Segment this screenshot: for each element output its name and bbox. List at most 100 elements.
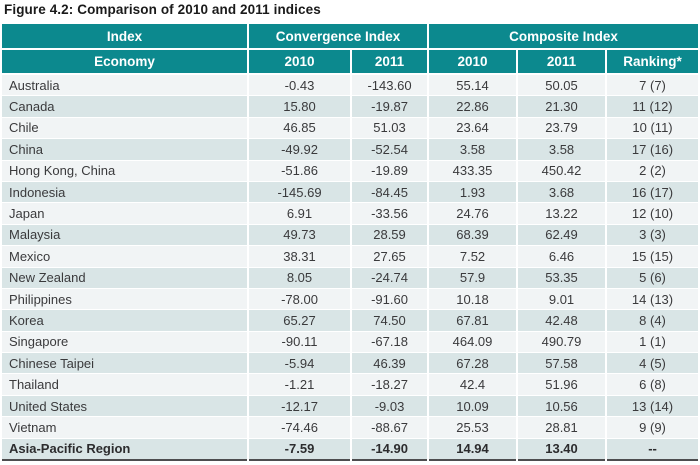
economy-cell: Korea <box>2 309 249 332</box>
conv_2011-cell: -88.67 <box>351 416 430 439</box>
table-row: Japan 6.91 -33.56 24.76 13.22 12 (10) <box>2 202 699 225</box>
conv_2010-cell: 15.80 <box>248 95 352 118</box>
comp_2011-cell: 23.79 <box>517 117 608 140</box>
comp_2011-cell: 53.35 <box>517 267 608 289</box>
table-row: New Zealand 8.05 -24.74 57.9 53.35 5 (6) <box>2 267 699 289</box>
conv_2010-cell: -145.69 <box>248 181 352 204</box>
conv_2011-cell: 27.65 <box>351 245 430 268</box>
conv_2011-cell: -9.03 <box>351 395 430 418</box>
comp_2011-cell: 50.05 <box>517 74 608 97</box>
ranking-cell: 7 (7) <box>606 74 699 97</box>
conv_2010-cell: 65.27 <box>248 309 352 332</box>
table-row: United States -12.17 -9.03 10.09 10.56 13 (14… <box>2 395 699 418</box>
col-header-composite-2011: 2011 <box>517 49 608 75</box>
table-row: Vietnam -74.46 -88.67 25.53 28.81 9 (9) <box>2 416 699 439</box>
comp_2010-cell: 22.86 <box>428 95 519 118</box>
economy-cell: China <box>2 138 249 161</box>
table-row: Chinese Taipei -5.94 46.39 67.28 57.58 4 (5) <box>2 352 699 375</box>
comp_2011-cell: 28.81 <box>517 416 608 439</box>
comp_2011-cell: 13.22 <box>517 202 608 225</box>
economy-cell: Hong Kong, China <box>2 160 249 182</box>
conv_2011-cell: -143.60 <box>351 74 430 97</box>
table-header: Index Convergence Index Composite Index … <box>2 24 699 75</box>
economy-cell: Vietnam <box>2 416 249 439</box>
comp_2011-cell: 57.58 <box>517 352 608 375</box>
comp_2011-cell: 42.48 <box>517 309 608 332</box>
comp_2010-cell: 57.9 <box>428 267 519 289</box>
ranking-cell: 1 (1) <box>606 331 699 354</box>
comp_2011-cell: 3.58 <box>517 138 608 161</box>
comp_2011-cell: 10.56 <box>517 395 608 418</box>
conv_2010-cell: -78.00 <box>248 288 352 311</box>
conv_2010-cell: 6.91 <box>248 202 352 225</box>
economy-cell: Indonesia <box>2 181 249 204</box>
conv_2010-cell: -0.43 <box>248 74 352 97</box>
ranking-cell: 10 (11) <box>606 117 699 140</box>
conv_2010-cell: -74.46 <box>248 416 352 439</box>
table-row: Chile 46.85 51.03 23.64 23.79 10 (11) <box>2 117 699 140</box>
table-row: Australia -0.43 -143.60 55.14 50.05 7 (7) <box>2 74 699 97</box>
economy-cell: Thailand <box>2 373 249 396</box>
col-header-convergence-index: Convergence Index <box>248 24 430 50</box>
economy-cell: Asia-Pacific Region <box>2 438 249 461</box>
conv_2010-cell: 8.05 <box>248 267 352 289</box>
comp_2011-cell: 6.46 <box>517 245 608 268</box>
col-header-ranking: Ranking* <box>606 49 699 75</box>
economy-cell: Australia <box>2 74 249 97</box>
ranking-cell: 8 (4) <box>606 309 699 332</box>
col-header-composite-2010: 2010 <box>428 49 519 75</box>
col-header-economy: Economy <box>2 49 249 75</box>
conv_2011-cell: -19.89 <box>351 160 430 182</box>
economy-cell: Singapore <box>2 331 249 354</box>
conv_2011-cell: 46.39 <box>351 352 430 375</box>
comp_2010-cell: 1.93 <box>428 181 519 204</box>
ranking-cell: 2 (2) <box>606 160 699 182</box>
ranking-cell: 14 (13) <box>606 288 699 311</box>
col-header-index: Index <box>2 24 249 50</box>
conv_2010-cell: -7.59 <box>248 438 352 461</box>
table-row: Canada 15.80 -19.87 22.86 21.30 11 (12) <box>2 95 699 118</box>
comp_2011-cell: 51.96 <box>517 373 608 396</box>
comp_2010-cell: 23.64 <box>428 117 519 140</box>
comp_2011-cell: 490.79 <box>517 331 608 354</box>
economy-cell: Chile <box>2 117 249 140</box>
header-row-columns: Economy 2010 2011 2010 2011 Ranking* <box>2 49 699 75</box>
comp_2010-cell: 55.14 <box>428 74 519 97</box>
conv_2010-cell: -1.21 <box>248 373 352 396</box>
conv_2011-cell: -33.56 <box>351 202 430 225</box>
table-row: Hong Kong, China -51.86 -19.89 433.35 450.42… <box>2 160 699 182</box>
conv_2011-cell: -14.90 <box>351 438 430 461</box>
conv_2011-cell: -19.87 <box>351 95 430 118</box>
conv_2011-cell: -84.45 <box>351 181 430 204</box>
comp_2010-cell: 24.76 <box>428 202 519 225</box>
comp_2010-cell: 7.52 <box>428 245 519 268</box>
ranking-cell: 11 (12) <box>606 95 699 118</box>
table-row: China -49.92 -52.54 3.58 3.58 17 (16) <box>2 138 699 161</box>
col-header-composite-index: Composite Index <box>428 24 699 50</box>
table-row: Mexico 38.31 27.65 7.52 6.46 15 (15) <box>2 245 699 268</box>
conv_2010-cell: -5.94 <box>248 352 352 375</box>
ranking-cell: -- <box>606 438 699 461</box>
table-row: Thailand -1.21 -18.27 42.4 51.96 6 (8) <box>2 373 699 396</box>
conv_2010-cell: 46.85 <box>248 117 352 140</box>
comp_2010-cell: 10.09 <box>428 395 519 418</box>
conv_2011-cell: -52.54 <box>351 138 430 161</box>
conv_2011-cell: -91.60 <box>351 288 430 311</box>
table-body: Australia -0.43 -143.60 55.14 50.05 7 (7) Cana… <box>2 74 699 461</box>
economy-cell: United States <box>2 395 249 418</box>
comp_2011-cell: 450.42 <box>517 160 608 182</box>
conv_2010-cell: 38.31 <box>248 245 352 268</box>
ranking-cell: 5 (6) <box>606 267 699 289</box>
comp_2010-cell: 42.4 <box>428 373 519 396</box>
conv_2011-cell: 28.59 <box>351 224 430 247</box>
conv_2011-cell: 51.03 <box>351 117 430 140</box>
comp_2011-cell: 3.68 <box>517 181 608 204</box>
conv_2011-cell: 74.50 <box>351 309 430 332</box>
comp_2010-cell: 464.09 <box>428 331 519 354</box>
table-row: Asia-Pacific Region -7.59 -14.90 14.94 13.40… <box>2 438 699 461</box>
table-row: Malaysia 49.73 28.59 68.39 62.49 3 (3) <box>2 224 699 247</box>
comp_2011-cell: 62.49 <box>517 224 608 247</box>
comp_2010-cell: 67.81 <box>428 309 519 332</box>
comp_2010-cell: 68.39 <box>428 224 519 247</box>
